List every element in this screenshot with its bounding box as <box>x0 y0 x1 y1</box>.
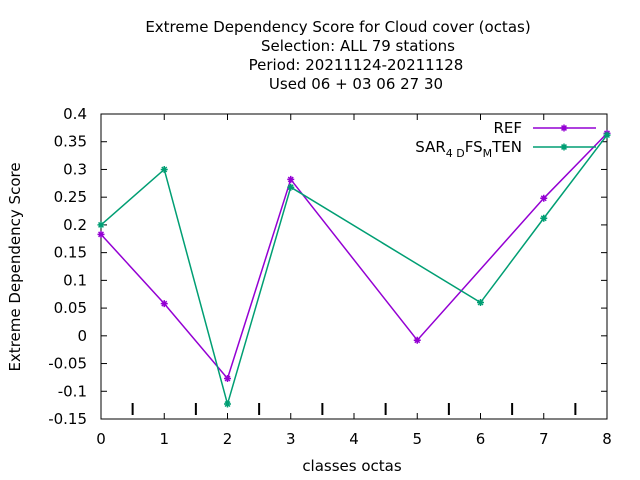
series-point-1 <box>97 221 105 229</box>
y-tick-label: 0.25 <box>54 188 87 206</box>
y-tick-label: 0.35 <box>54 133 87 151</box>
series-line-1 <box>100 134 608 407</box>
title-line-3: Period: 20211124-20211128 <box>249 56 464 74</box>
chart-title: Extreme Dependency Score for Cloud cover… <box>145 18 530 93</box>
x-axis: 0 1 2 3 4 5 6 7 8 <box>96 114 612 448</box>
legend-item-ref: REF <box>493 119 596 137</box>
legend-marker-ref <box>560 124 568 132</box>
x-tick-label: 8 <box>602 430 612 448</box>
y-tick-label: -0.05 <box>48 355 87 373</box>
x-tick-label: 2 <box>223 430 233 448</box>
x-tick-label: 7 <box>539 430 549 448</box>
x-tick-label: 5 <box>412 430 422 448</box>
y-axis-label: Extreme Dependency Score <box>6 162 24 371</box>
series-layer <box>97 129 611 408</box>
y-tick-label: 0 <box>77 327 87 345</box>
y-tick-label: 0.2 <box>63 216 87 234</box>
y-tick-label: 0.1 <box>63 271 87 289</box>
legend: REF SAR4 DFSMTEN <box>415 119 596 160</box>
legend-marker-sar <box>560 143 568 151</box>
series-line-0 <box>100 132 608 381</box>
x-tick-label: 3 <box>286 430 296 448</box>
y-tick-label: 0.3 <box>63 160 87 178</box>
series-point-1 <box>224 400 231 408</box>
y-tick-label: 0.05 <box>54 299 87 317</box>
series-point-0 <box>97 230 105 238</box>
x-axis-label: classes octas <box>302 457 402 475</box>
y-axis: 0.4 0.35 0.3 0.25 0.2 0.15 0.1 0.05 0 -0.05 -0.1 -0… <box>48 105 607 428</box>
x-tick-label: 1 <box>159 430 169 448</box>
y-tick-label: 0.4 <box>63 105 87 123</box>
y-tick-label: -0.15 <box>48 410 87 428</box>
x-tick-label: 6 <box>476 430 486 448</box>
y-tick-label: 0.15 <box>54 244 87 262</box>
title-line-4: Used 06 + 03 06 27 30 <box>269 75 443 93</box>
series-point-0 <box>540 194 548 202</box>
bottom-tick-marks <box>131 403 577 415</box>
series-point-1 <box>540 214 548 222</box>
legend-label-sar: SAR4 DFSMTEN <box>415 138 522 160</box>
x-tick-label: 4 <box>349 430 359 448</box>
legend-item-sar: SAR4 DFSMTEN <box>415 138 596 160</box>
series-point-0 <box>224 375 231 383</box>
title-line-2: Selection: ALL 79 stations <box>261 37 455 55</box>
y-tick-label: -0.1 <box>58 382 87 400</box>
series-point-0 <box>287 175 295 183</box>
series-point-1 <box>603 131 611 139</box>
series-point-1 <box>287 183 295 191</box>
plot-frame <box>100 113 608 420</box>
series-point-1 <box>160 165 168 173</box>
series-point-0 <box>160 300 168 308</box>
series-point-1 <box>477 299 484 307</box>
title-line-1: Extreme Dependency Score for Cloud cover… <box>145 18 530 36</box>
legend-label-ref: REF <box>493 119 522 137</box>
x-tick-label: 0 <box>96 430 106 448</box>
series-point-0 <box>413 336 421 344</box>
